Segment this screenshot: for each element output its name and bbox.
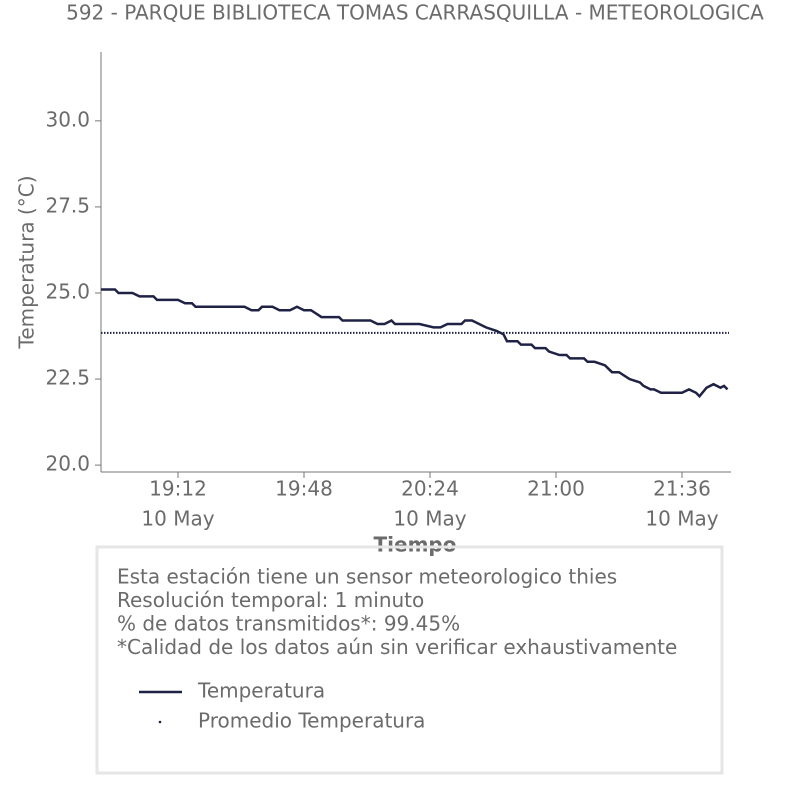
- y-tick-label: 25.0: [45, 279, 90, 303]
- chart-title: 592 - PARQUE BIBLIOTECA TOMAS CARRASQUIL…: [66, 1, 764, 25]
- x-tick-label: 21:00: [527, 477, 585, 501]
- info-text: % de datos transmitidos*: 99.45%: [117, 612, 460, 636]
- legend-label: Promedio Temperatura: [198, 709, 425, 733]
- info-box: [95, 545, 724, 775]
- info-text: *Calidad de los datos aún sin verificar …: [117, 635, 677, 659]
- temperature-line: [101, 288, 729, 399]
- legend-dot: [158, 720, 162, 724]
- y-tick-label: 27.5: [45, 193, 90, 217]
- info-text: Resolución temporal: 1 minuto: [117, 588, 424, 612]
- y-tick-label: 20.0: [45, 452, 90, 476]
- x-axis-label: Tiempo: [374, 533, 457, 557]
- x-tick-date: 10 May: [141, 507, 214, 531]
- info-text: Esta estación tiene un sensor meteorolog…: [117, 565, 617, 589]
- x-tick-label: 20:24: [401, 477, 459, 501]
- y-axis-label: Temperatura (°C): [15, 175, 39, 349]
- x-tick-label: 19:12: [149, 477, 207, 501]
- x-tick-date: 10 May: [645, 507, 718, 531]
- x-tick-date: 10 May: [393, 507, 466, 531]
- x-tick-label: 21:36: [653, 477, 711, 501]
- y-tick-label: 22.5: [45, 366, 90, 390]
- x-tick-label: 19:48: [275, 477, 333, 501]
- y-tick-label: 30.0: [45, 107, 90, 131]
- legend-label: Temperatura: [197, 679, 325, 703]
